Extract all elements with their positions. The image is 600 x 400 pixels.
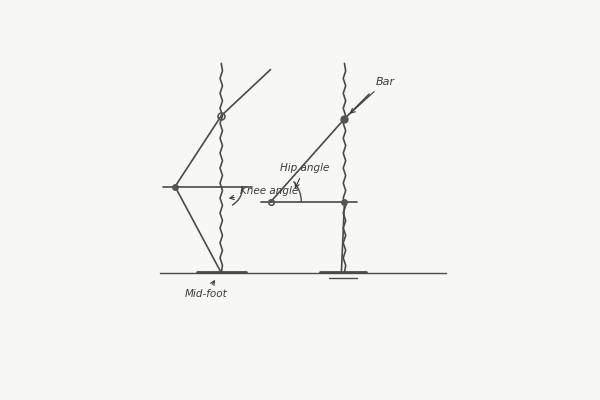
Text: Mid-foot: Mid-foot [184,281,227,300]
Text: Hip angle: Hip angle [280,163,329,188]
Text: Knee angle: Knee angle [230,186,298,200]
Text: Bar: Bar [350,77,394,113]
